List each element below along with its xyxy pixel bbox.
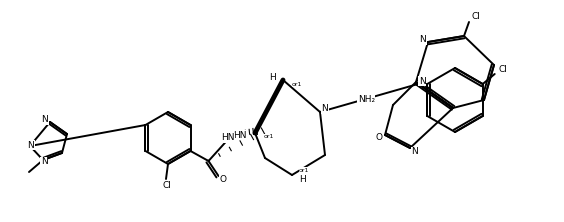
Text: N: N — [420, 36, 426, 44]
Text: NH₂: NH₂ — [358, 95, 375, 105]
Text: N: N — [41, 157, 47, 166]
Text: N: N — [42, 115, 49, 125]
Text: O: O — [376, 133, 382, 143]
Text: or1: or1 — [264, 135, 274, 139]
Text: N: N — [412, 147, 418, 157]
Text: HN: HN — [233, 131, 247, 139]
Text: H: H — [270, 73, 276, 81]
Text: or1: or1 — [292, 81, 302, 87]
Text: Cl: Cl — [162, 182, 171, 190]
Text: N: N — [419, 77, 426, 85]
Text: Cl: Cl — [498, 65, 507, 73]
Text: N: N — [321, 105, 328, 113]
Text: or1: or1 — [299, 168, 309, 172]
Text: O: O — [219, 176, 226, 184]
Text: H: H — [298, 176, 305, 184]
Text: HN: HN — [221, 133, 235, 143]
Text: N: N — [28, 141, 34, 149]
Text: Cl: Cl — [472, 12, 481, 22]
